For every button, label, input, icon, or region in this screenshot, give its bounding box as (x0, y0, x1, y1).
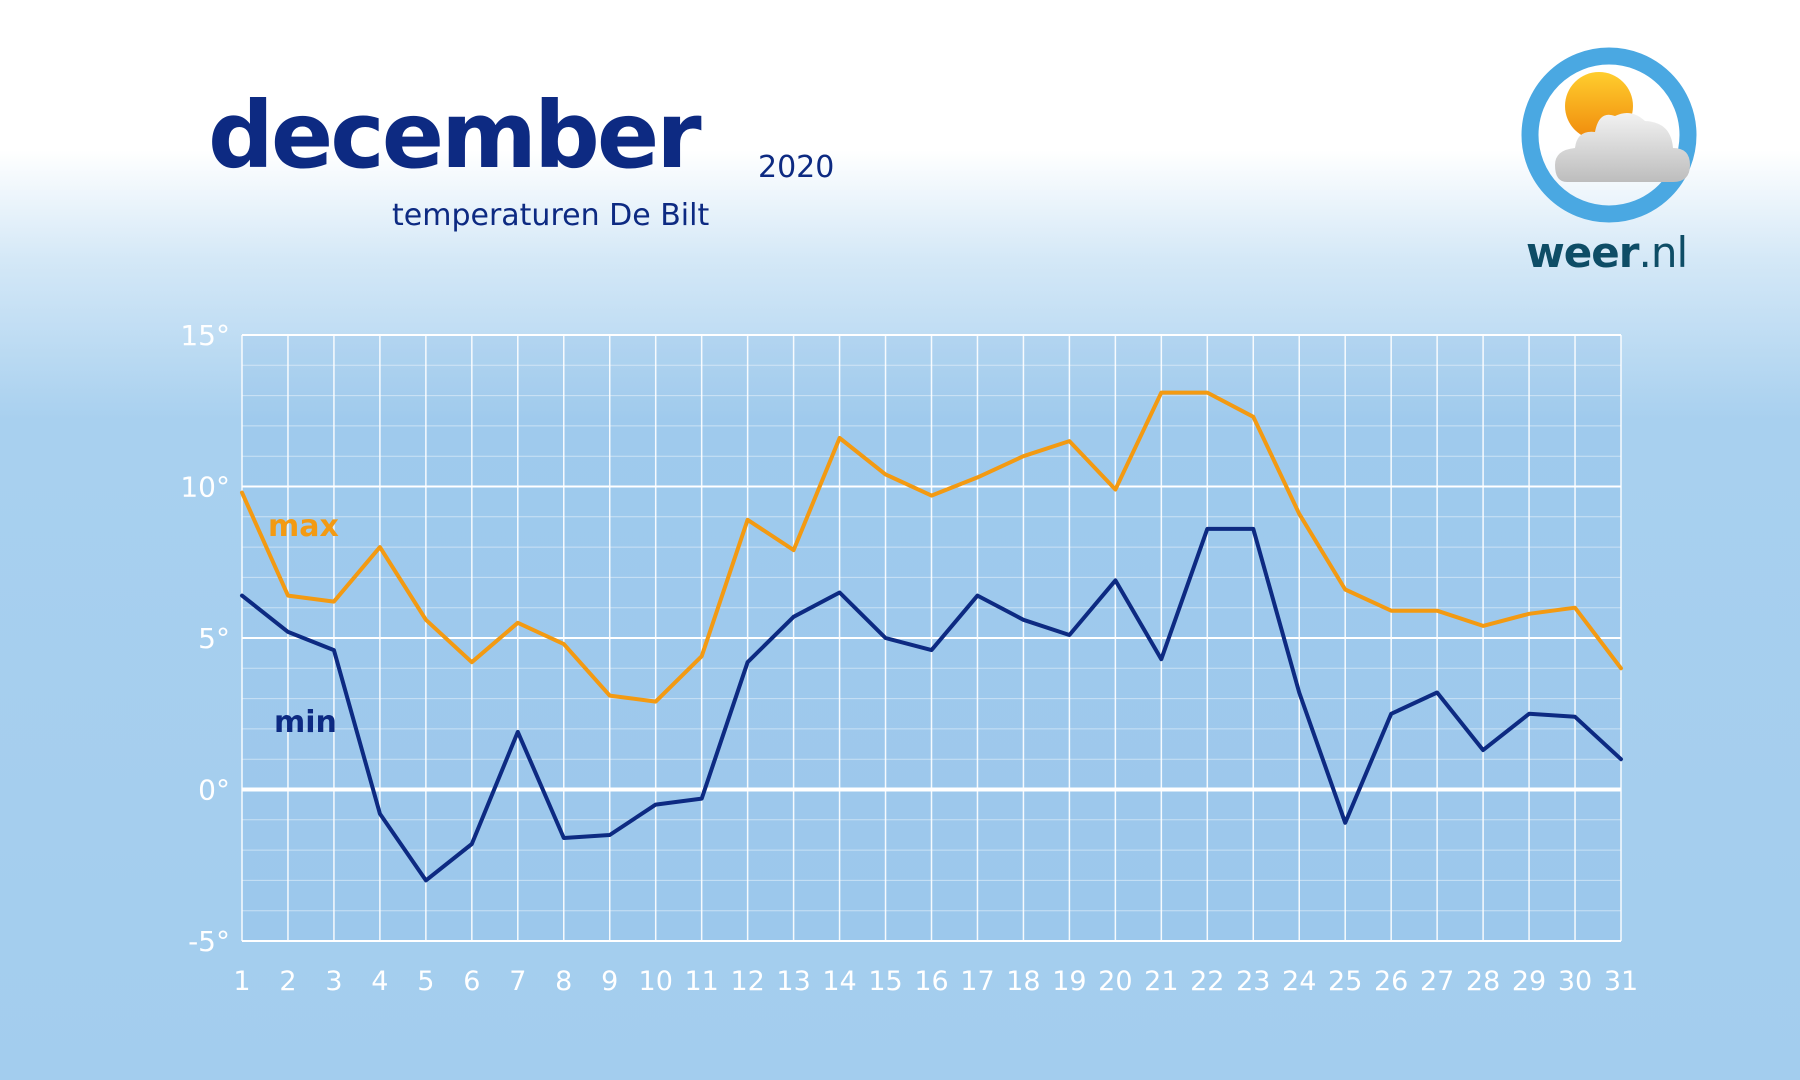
x-tick-label: 6 (463, 966, 480, 997)
series-label-max: max (268, 509, 339, 544)
x-tick-label: 11 (684, 966, 718, 997)
x-tick-label: 27 (1420, 966, 1454, 997)
x-tick-label: 31 (1604, 966, 1638, 997)
x-tick-label: 1 (233, 966, 250, 997)
y-tick-label: -5° (188, 925, 230, 958)
x-tick-label: 23 (1236, 966, 1270, 997)
x-tick-label: 20 (1098, 966, 1132, 997)
x-tick-label: 25 (1328, 966, 1362, 997)
weer-nl-logo (1515, 44, 1705, 284)
x-tick-label: 12 (730, 966, 764, 997)
x-tick-label: 8 (555, 966, 572, 997)
x-tick-label: 13 (776, 966, 810, 997)
x-tick-label: 4 (371, 966, 388, 997)
x-tick-label: 18 (1006, 966, 1040, 997)
y-tick-label: 15° (180, 319, 230, 352)
x-tick-label: 5 (417, 966, 434, 997)
x-tick-label: 9 (601, 966, 618, 997)
x-tick-label: 15 (868, 966, 902, 997)
x-tick-label: 7 (509, 966, 526, 997)
x-tick-label: 29 (1512, 966, 1546, 997)
series-line-min (240, 526, 1623, 883)
series-line-max (240, 390, 1623, 704)
y-tick-label: 5° (198, 622, 230, 655)
series-labels: max min (268, 509, 339, 740)
x-tick-label: 2 (279, 966, 296, 997)
x-tick-label: 3 (325, 966, 342, 997)
x-tick-label: 17 (960, 966, 994, 997)
sun-behind-cloud-icon (1521, 47, 1697, 223)
chart-subtitle: temperaturen De Bilt (392, 198, 710, 233)
grid-lines (241, 334, 1622, 942)
series-lines (240, 390, 1623, 883)
x-tick-label: 26 (1374, 966, 1408, 997)
x-tick-label: 30 (1558, 966, 1592, 997)
x-tick-label: 21 (1144, 966, 1178, 997)
x-tick-label: 14 (822, 966, 856, 997)
x-tick-label: 22 (1190, 966, 1224, 997)
y-axis-tick-labels: 15° 10° 5° 0° -5° (180, 319, 230, 958)
x-tick-label: 28 (1466, 966, 1500, 997)
y-tick-label: 10° (180, 471, 230, 504)
chart-title: december (208, 82, 702, 189)
chart-year: 2020 (758, 150, 835, 185)
brand-name: weer.nl (1526, 228, 1688, 277)
series-label-min: min (274, 705, 337, 740)
x-tick-label: 19 (1052, 966, 1086, 997)
x-tick-label: 10 (639, 966, 673, 997)
x-tick-label: 24 (1282, 966, 1316, 997)
x-tick-label: 16 (914, 966, 948, 997)
x-axis-tick-labels: 1 2 3 4 5 6 7 8 9 10 11 12 13 14 15 16 17 18 19 20 21 22 23 24 2… (233, 966, 1638, 997)
y-tick-label: 0° (198, 774, 230, 807)
